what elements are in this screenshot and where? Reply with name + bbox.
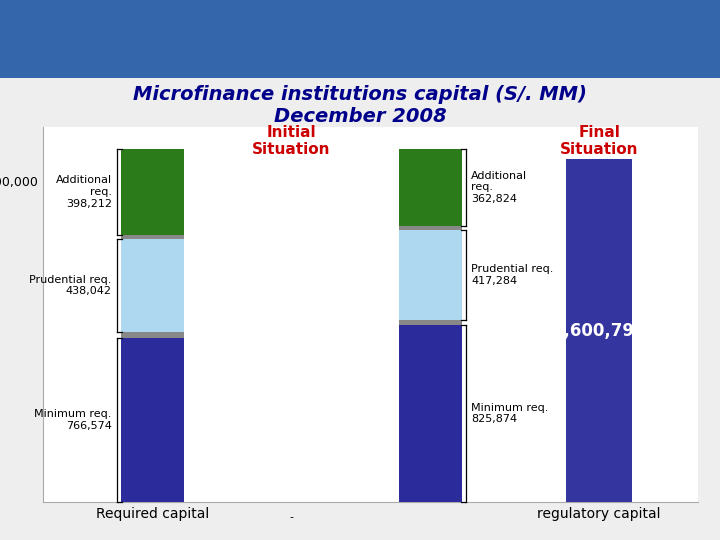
Text: December 2008: December 2008 bbox=[274, 106, 446, 126]
Bar bbox=[399, 226, 462, 230]
Bar bbox=[399, 325, 462, 502]
Bar bbox=[399, 320, 462, 325]
Text: Minimum req.
766,574: Minimum req. 766,574 bbox=[35, 409, 112, 431]
Text: -: - bbox=[289, 512, 293, 522]
Bar bbox=[121, 239, 184, 333]
Text: Initial
Situation: Initial Situation bbox=[252, 125, 330, 157]
Text: Minimum req.
825,874: Minimum req. 825,874 bbox=[471, 403, 549, 424]
Bar bbox=[566, 159, 632, 502]
Bar bbox=[399, 230, 462, 320]
Text: Prudential req.
417,284: Prudential req. 417,284 bbox=[471, 264, 554, 286]
Bar bbox=[121, 338, 184, 502]
Text: Additional
req.
362,824: Additional req. 362,824 bbox=[471, 171, 527, 204]
Text: Prudential req.
438,042: Prudential req. 438,042 bbox=[30, 275, 112, 296]
Bar bbox=[399, 148, 462, 226]
Text: 1,600,792: 1,600,792 bbox=[552, 321, 646, 340]
Bar bbox=[121, 149, 184, 235]
Text: Microfinance institutions capital (S/. MM): Microfinance institutions capital (S/. M… bbox=[133, 85, 587, 104]
Bar bbox=[121, 235, 184, 239]
FancyBboxPatch shape bbox=[0, 0, 720, 78]
Bar bbox=[121, 333, 184, 338]
Text: Additional
req.
398,212: Additional req. 398,212 bbox=[55, 176, 112, 208]
Text: Final
Situation: Final Situation bbox=[560, 125, 639, 157]
